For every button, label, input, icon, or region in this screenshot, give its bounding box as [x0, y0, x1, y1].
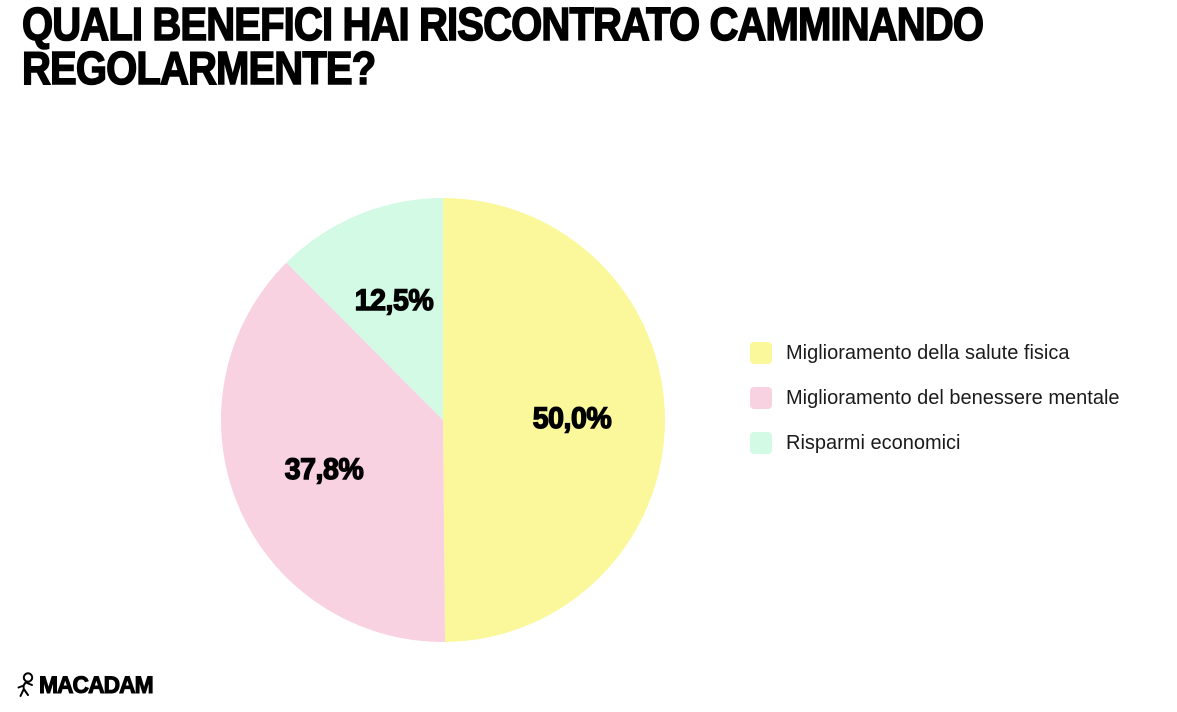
page-title-line1: QUALI BENEFICI HAI RISCONTRATO CAMMINAND…: [21, 0, 984, 50]
pie-chart-svg: [221, 198, 666, 642]
brand-logo-text: MACADAM: [38, 672, 154, 699]
walking-mascot-icon: [17, 672, 34, 697]
pie-chart: 50,0% 37,8% 12,5%: [213, 190, 673, 650]
page-title: QUALI BENEFICI HAI RISCONTRATO CAMMINAND…: [21, 0, 984, 94]
brand-logo: MACADAM: [16, 672, 159, 699]
legend-swatch-pink: [750, 387, 772, 409]
legend-label: Miglioramento della salute fisica: [786, 341, 1070, 364]
pie-slice-1: [221, 262, 446, 642]
pie-slice-label-1: 37,8%: [284, 452, 364, 486]
legend-item-salute-fisica: Miglioramento della salute fisica: [750, 342, 1120, 364]
pie-slice-2: [286, 198, 443, 420]
pie-slice-label-0: 50,0%: [532, 402, 612, 436]
chart-legend: Miglioramento della salute fisica Miglio…: [750, 342, 1120, 454]
legend-item-risparmi-economici: Risparmi economici: [750, 432, 1120, 454]
legend-item-benessere-mentale: Miglioramento del benessere mentale: [750, 387, 1120, 409]
legend-label: Risparmi economici: [786, 431, 961, 454]
pie-slice-label-2: 12,5%: [354, 283, 434, 317]
legend-swatch-yellow: [750, 342, 772, 364]
legend-label: Miglioramento del benessere mentale: [786, 386, 1120, 409]
pie-slice-0: [443, 198, 666, 642]
page-title-line2: REGOLARMENTE?: [21, 42, 377, 94]
legend-swatch-mint: [750, 432, 772, 454]
